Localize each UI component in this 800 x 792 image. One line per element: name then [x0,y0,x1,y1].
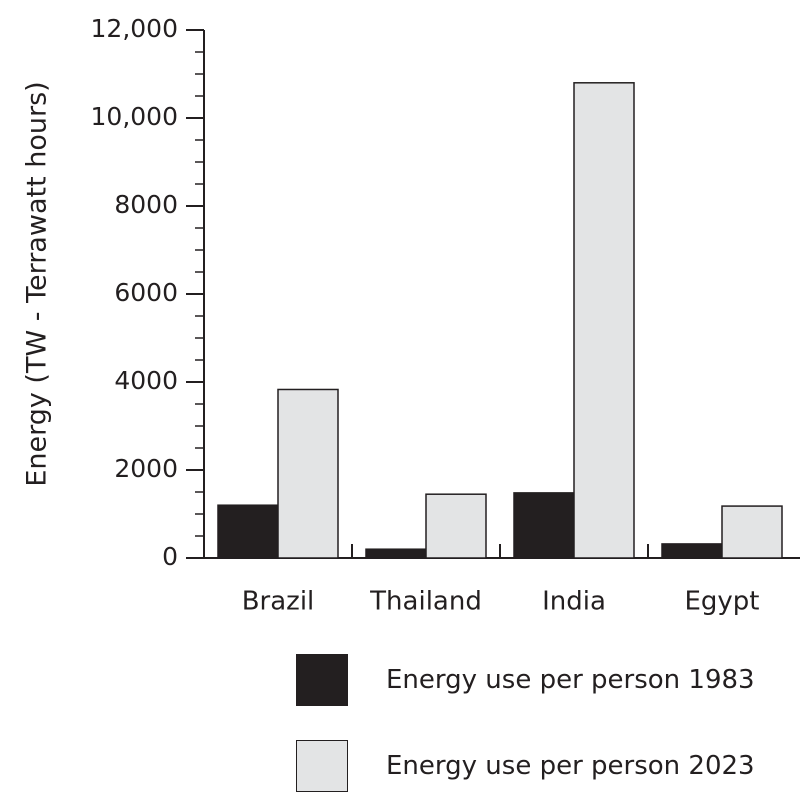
x-tick-label: India [542,587,606,617]
bar-brazil-2023 [277,388,339,559]
bars [217,82,783,559]
x-tick-label: Thailand [369,587,482,617]
y-tick-label: 6000 [114,278,178,307]
category-labels: Brazil Thailand India Egypt [242,587,760,617]
y-axis: 0 2000 4000 6000 8000 10,000 12,000 [91,14,205,571]
bar-india-2023 [573,82,635,559]
y-tick-label: 2000 [114,454,178,483]
y-axis-label: Energy (TW - Terrawatt hours) [22,81,53,486]
y-tick-label: 0 [162,542,178,571]
x-tick-label: Brazil [242,587,315,617]
y-tick-label: 10,000 [91,102,178,131]
y-tick-label: 4000 [114,366,178,395]
bar-thailand-2023 [425,493,487,559]
bar-india-1983 [513,492,575,559]
y-tick-label: 8000 [114,190,178,219]
x-tick-label: Egypt [684,587,759,617]
y-tick-label: 12,000 [91,14,178,43]
bar-brazil-1983 [217,504,279,559]
bar-thailand-1983 [365,548,427,559]
bar-egypt-1983 [661,543,723,559]
bar-egypt-2023 [721,505,783,559]
